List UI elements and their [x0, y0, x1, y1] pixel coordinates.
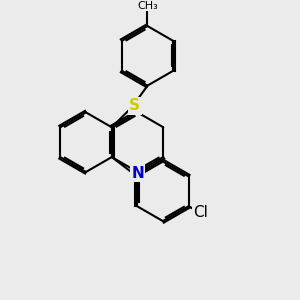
Text: CH₃: CH₃ [137, 1, 158, 11]
Text: N: N [131, 166, 144, 181]
Text: S: S [129, 98, 140, 113]
Text: Cl: Cl [193, 206, 208, 220]
